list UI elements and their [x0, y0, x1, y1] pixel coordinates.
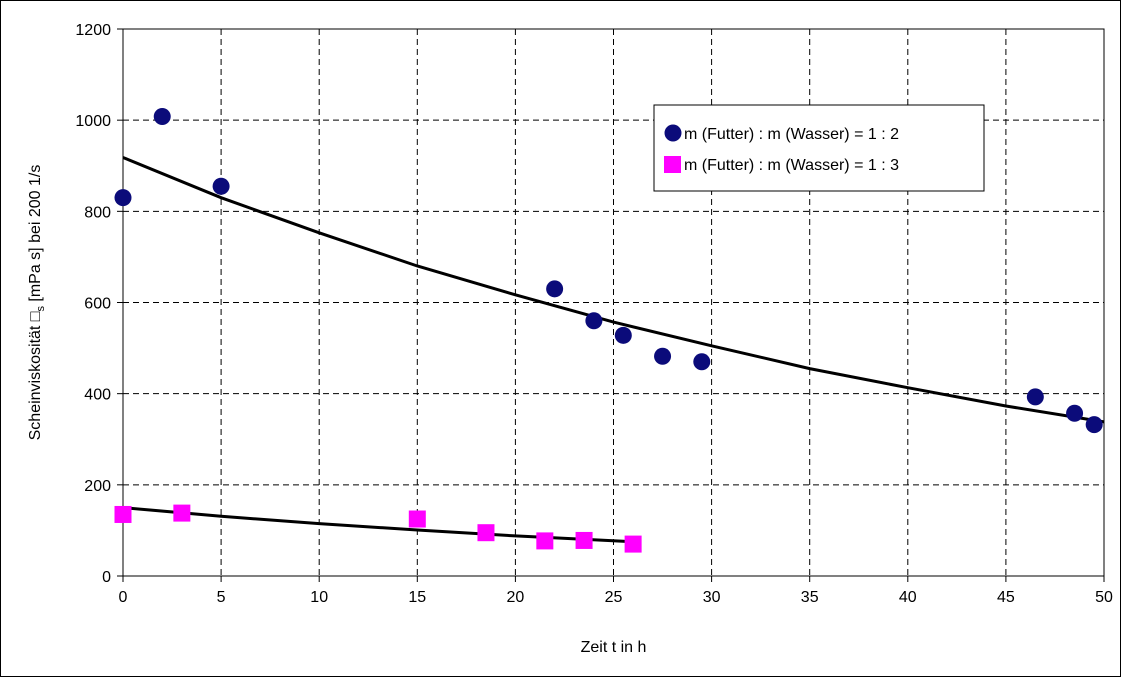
y-axis-label: Scheinviskosität □s [mPa s] bei 200 1/s: [27, 165, 47, 441]
x-tick-label: 35: [801, 589, 819, 606]
data-point-square: [624, 535, 642, 553]
legend-entry-1: m (Futter) : m (Wasser) = 1 : 2: [684, 126, 899, 143]
y-tick-label: 600: [84, 296, 111, 313]
grid: [123, 29, 1104, 576]
data-point-circle: [1066, 404, 1084, 422]
y-tick-label: 1200: [75, 22, 111, 39]
data-point-circle: [693, 353, 711, 371]
y-axis-label-sub: s: [35, 306, 47, 312]
x-tick-label: 40: [899, 589, 917, 606]
data-point-square: [173, 504, 191, 522]
x-tick-label: 10: [310, 589, 328, 606]
series-2: [114, 504, 642, 553]
y-tick-label: 0: [102, 569, 111, 586]
data-point-square: [477, 524, 495, 542]
x-tick-label: 25: [605, 589, 623, 606]
x-tick-label: 5: [217, 589, 226, 606]
legend-marker-circle: [664, 124, 682, 142]
data-point-circle: [614, 326, 632, 344]
y-tick-label: 200: [84, 478, 111, 495]
legend-box: [653, 104, 985, 192]
y-tick-label: 400: [84, 387, 111, 404]
trend-line: [122, 506, 634, 544]
data-point-circle: [212, 177, 230, 195]
data-point-circle: [153, 108, 171, 126]
legend-entry-2: m (Futter) : m (Wasser) = 1 : 3: [684, 157, 899, 174]
data-point-circle: [654, 347, 672, 365]
x-tick-label: 30: [703, 589, 721, 606]
trend-line: [122, 156, 1105, 424]
series-layer: [114, 108, 1105, 553]
x-tick-label: 0: [119, 589, 128, 606]
x-tick-label: 20: [507, 589, 525, 606]
data-point-circle: [546, 280, 564, 298]
y-axis-label-rest: [mPa s] bei 200 1/s: [27, 165, 44, 306]
x-axis-label: Zeit t in h: [581, 639, 647, 656]
y-tick-label: 800: [84, 204, 111, 221]
data-point-circle: [114, 189, 132, 207]
x-tick-label: 45: [997, 589, 1015, 606]
series-1: [114, 108, 1105, 434]
data-point-circle: [1026, 388, 1044, 406]
legend: m (Futter) : m (Wasser) = 1 : 2 m (Futte…: [653, 104, 985, 192]
data-point-circle: [1085, 416, 1103, 434]
ticks: 0 5 10 15 20 25 30 35 40 45 50 0 200 400 600 800 1000 120…: [75, 22, 1113, 606]
data-point-square: [575, 531, 593, 549]
x-tick-label: 15: [408, 589, 426, 606]
y-tick-label: 1000: [75, 113, 111, 130]
x-tick-label: 50: [1095, 589, 1113, 606]
y-axis-label-main: Scheinviskosität □: [27, 311, 44, 440]
data-point-circle: [585, 312, 603, 330]
data-point-square: [536, 532, 554, 550]
legend-marker-square: [664, 156, 681, 173]
data-point-square: [408, 510, 426, 528]
data-point-square: [114, 505, 132, 523]
